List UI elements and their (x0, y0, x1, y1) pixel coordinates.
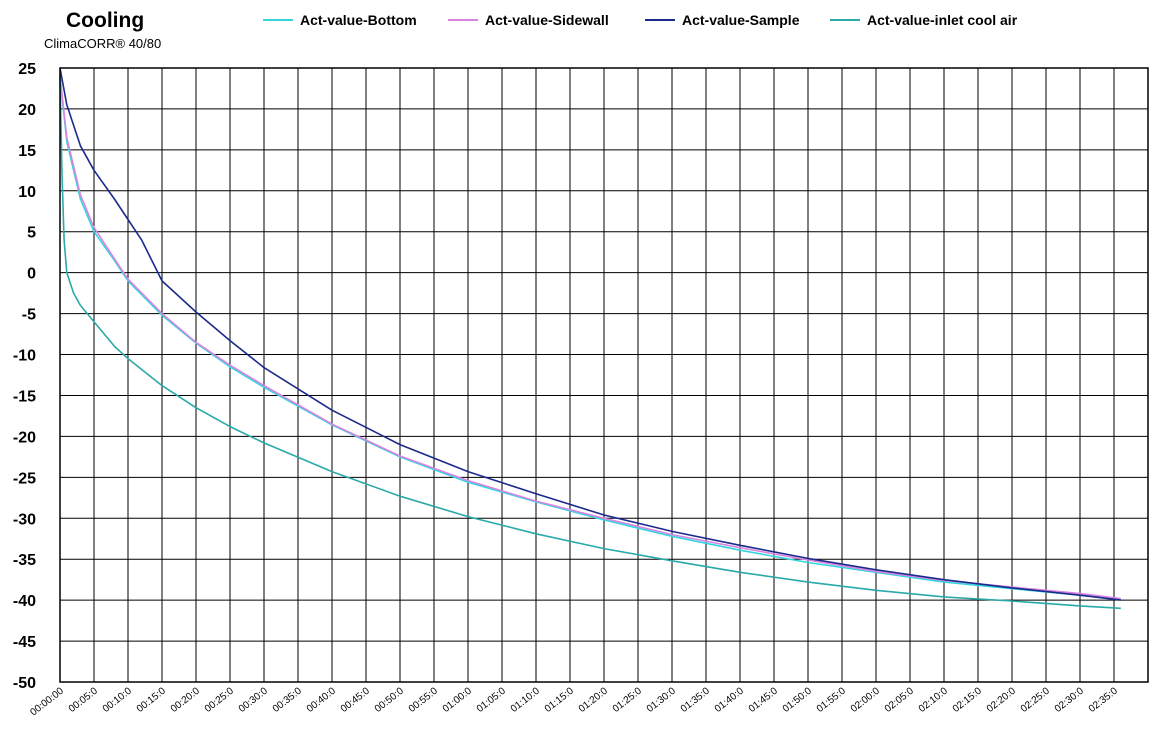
x-tick-label: 02:35:0 (1087, 685, 1120, 714)
x-tick-label: 02:15:0 (951, 685, 984, 714)
y-tick-label: 0 (27, 266, 36, 283)
y-tick-label: -30 (13, 511, 36, 528)
chart-subtitle: ClimaCORR® 40/80 (44, 36, 161, 51)
y-tick-label: -10 (13, 348, 36, 365)
legend: Act-value-Bottom Act-value-Sidewall Act-va… (263, 12, 1018, 28)
series-line-2 (59, 76, 1121, 600)
legend-label: Act-value-Sample (682, 12, 800, 28)
x-tick-label: 01:30:0 (645, 685, 678, 714)
series-line-3 (59, 67, 1121, 601)
x-tick-label: 02:25:0 (1019, 685, 1052, 714)
legend-label: Act-value-Bottom (300, 12, 417, 28)
x-tick-label: 02:00:0 (849, 685, 882, 714)
y-tick-label: -50 (13, 675, 36, 692)
x-tick-label: 00:25:0 (203, 685, 236, 714)
x-tick-label: 01:00:0 (441, 685, 474, 714)
x-tick-label: 01:10:0 (509, 685, 542, 714)
legend-label: Act-value-Sidewall (485, 12, 609, 28)
x-tick-label: 01:35:0 (679, 685, 712, 714)
y-axis-ticks: 25 20 15 10 5 0 -5 -10 -15 -20 -25 -30 -35 -40 -45 -50 (13, 61, 36, 692)
x-tick-label: 02:20:0 (985, 685, 1018, 714)
x-tick-label: 01:15:0 (543, 685, 576, 714)
x-tick-label: 00:15:0 (135, 685, 168, 714)
legend-label: Act-value-inlet cool air (867, 12, 1018, 28)
y-tick-label: -40 (13, 593, 36, 610)
x-tick-label: 00:05:0 (67, 685, 100, 714)
grid (60, 67, 1149, 683)
plot-frame (59, 67, 1149, 683)
series-line-4 (59, 76, 1121, 610)
y-tick-label: -20 (13, 429, 36, 446)
y-tick-label: -25 (13, 470, 36, 487)
y-tick-label: -45 (13, 634, 36, 651)
series-line-1 (59, 76, 1121, 601)
x-tick-label: 01:55:0 (815, 685, 848, 714)
x-tick-label: 00:10:0 (101, 685, 134, 714)
x-tick-label: 00:55:0 (407, 685, 440, 714)
y-tick-label: 15 (18, 143, 36, 160)
y-tick-label: 25 (18, 61, 36, 78)
x-tick-label: 01:40:0 (713, 685, 746, 714)
x-axis-ticks: 00:00:00 00:05:0 00:10:0 00:15:0 00:20:0 00:2… (28, 685, 1120, 718)
x-tick-label: 01:25:0 (611, 685, 644, 714)
x-tick-label: 01:45:0 (747, 685, 780, 714)
x-tick-label: 01:50:0 (781, 685, 814, 714)
x-tick-label: 00:30:0 (237, 685, 270, 714)
y-tick-label: 5 (27, 225, 36, 242)
chart-title: Cooling (66, 9, 144, 32)
x-tick-label: 00:20:0 (169, 685, 202, 714)
x-tick-label: 02:30:0 (1053, 685, 1086, 714)
x-tick-label: 00:35:0 (271, 685, 304, 714)
x-tick-label: 00:45:0 (339, 685, 372, 714)
x-tick-label: 01:20:0 (577, 685, 610, 714)
y-tick-label: -5 (22, 307, 36, 324)
x-tick-label: 01:05:0 (475, 685, 508, 714)
y-tick-label: -15 (13, 388, 36, 405)
x-tick-label: 02:05:0 (883, 685, 916, 714)
y-tick-label: 20 (18, 102, 36, 119)
x-tick-label: 00:40:0 (305, 685, 338, 714)
series-lines (59, 67, 1121, 610)
y-tick-label: -35 (13, 552, 36, 569)
x-tick-label: 02:10:0 (917, 685, 950, 714)
x-tick-label: 00:50:0 (373, 685, 406, 714)
y-tick-label: 10 (18, 184, 36, 201)
